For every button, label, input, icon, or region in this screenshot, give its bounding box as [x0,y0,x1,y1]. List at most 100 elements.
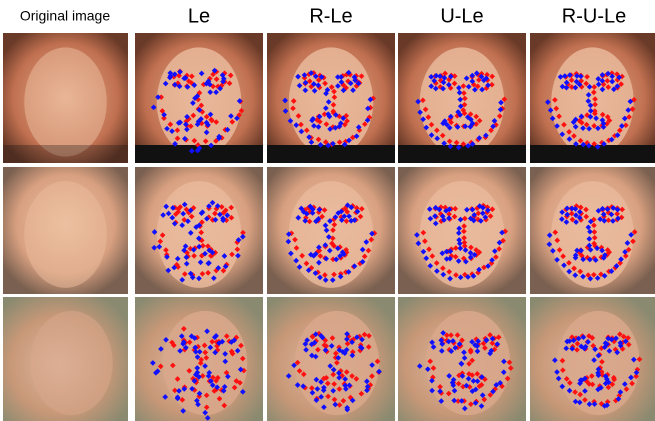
landmark-point [358,73,365,79]
landmark-point [330,256,336,263]
landmark-point [599,247,605,254]
landmark-point [157,363,164,370]
landmark-point [226,80,233,87]
landmark-point [559,216,565,222]
landmark-point [456,237,462,243]
landmark-point [290,105,296,112]
image-cell [267,297,395,421]
landmark-point [476,77,482,83]
landmark-point [473,247,479,253]
landmark-point [605,217,612,224]
landmark-point [610,374,617,381]
landmark-point [354,208,361,215]
landmark-point [203,392,210,399]
landmark-point [438,398,445,404]
landmark-point [343,369,350,375]
landmark-point [604,77,611,84]
landmark-point [288,250,294,257]
landmark-point [228,214,235,221]
landmark-point [613,335,619,342]
landmark-point [447,73,454,80]
landmark-point [336,386,343,392]
landmark-point [155,94,161,101]
landmark-point [631,229,638,235]
face [557,310,640,416]
landmark-point [496,113,503,119]
landmark-point [316,113,323,120]
landmark-point [605,84,612,90]
landmark-point [351,263,358,269]
landmark-point [355,124,362,131]
landmark-point [585,224,592,231]
landmark-point [442,70,448,77]
landmark-point [344,202,351,209]
landmark-point [427,215,434,222]
landmark-point [183,344,189,351]
landmark-point [369,230,375,237]
landmark-point [211,388,218,394]
landmark-point [561,262,567,269]
landmark-point [315,82,322,89]
landmark-point [569,345,576,352]
landmark-point [188,123,194,130]
landmark-point [568,77,575,84]
landmark-point [213,119,220,125]
landmark-point [331,271,337,278]
landmark-point [293,245,300,251]
landmark-point [446,138,453,145]
landmark-point [212,216,219,223]
landmark-point [457,112,463,118]
landmark-point [561,121,567,128]
landmark-point [567,72,573,78]
landmark-point [599,205,606,212]
landmark-point [482,345,488,351]
landmark-point [563,219,570,225]
landmark-point [594,275,601,281]
landmark-point [295,214,302,221]
landmark-point [422,106,429,113]
landmark-point [334,359,340,366]
landmark-point [609,78,616,85]
landmark-point [196,243,203,250]
face [30,310,113,416]
landmark-point [574,340,581,347]
landmark-point [586,125,592,132]
landmark-point [188,213,195,220]
landmark-point [580,273,586,280]
landmark-point [572,389,578,395]
landmark-point [325,99,332,105]
landmark-point [367,96,374,103]
landmark-point [163,247,169,253]
landmark-point [318,379,324,385]
landmark-point [322,242,329,248]
landmark-point [438,337,445,344]
landmark-point [462,215,468,222]
landmark-point [214,203,221,209]
image-cell [530,33,655,163]
landmark-point [451,397,458,404]
landmark-point [374,358,381,365]
landmark-point [306,134,312,140]
landmark-point [213,377,219,384]
landmark-point [571,133,577,139]
landmark-point [180,408,186,414]
landmark-point [489,81,495,88]
landmark-point [586,236,593,242]
landmark-point [229,118,236,125]
landmark-point [572,123,579,130]
landmark-point [554,123,560,129]
landmark-point [573,78,580,85]
landmark-point [462,123,469,130]
landmark-point [608,136,615,143]
landmark-point [429,253,436,259]
landmark-point [186,367,193,374]
landmark-point [437,73,443,80]
landmark-point [490,123,496,130]
landmark-point [198,116,204,122]
landmark-point [476,383,483,389]
landmark-point [172,387,178,394]
landmark-point [578,73,584,80]
landmark-point [240,229,246,236]
landmark-point [480,340,487,347]
landmark-point [599,117,606,124]
